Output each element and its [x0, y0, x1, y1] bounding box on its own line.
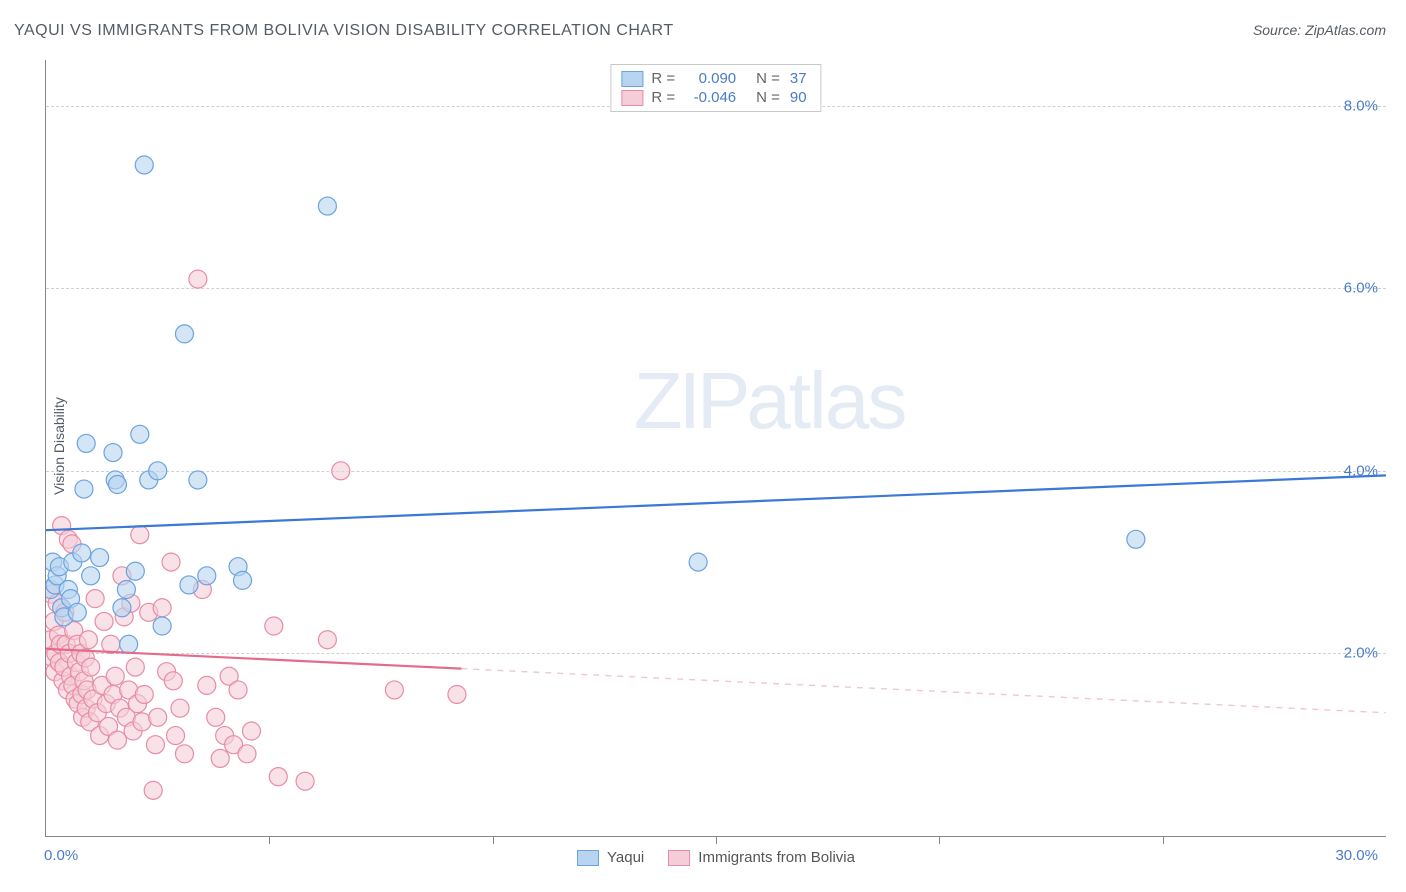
trend-line [461, 669, 1386, 713]
swatch-icon [577, 850, 599, 866]
data-point [144, 781, 162, 799]
data-point [229, 681, 247, 699]
data-point [108, 731, 126, 749]
scatter-svg [46, 60, 1386, 836]
data-point [135, 685, 153, 703]
data-point [82, 658, 100, 676]
series-legend: Yaqui Immigrants from Bolivia [577, 849, 855, 866]
data-point [73, 544, 91, 562]
chart-container: YAQUI VS IMMIGRANTS FROM BOLIVIA VISION … [0, 0, 1406, 892]
x-axis-start-label: 0.0% [44, 847, 78, 864]
data-point [167, 727, 185, 745]
x-tick [716, 836, 717, 844]
data-point [269, 768, 287, 786]
data-point [79, 631, 97, 649]
data-point [104, 444, 122, 462]
data-point [120, 635, 138, 653]
data-point [108, 476, 126, 494]
x-tick [269, 836, 270, 844]
plot-area: ZIPatlas R = 0.090 N = 37 R = -0.046 N =… [45, 60, 1386, 837]
data-point [242, 722, 260, 740]
data-point [153, 617, 171, 635]
swatch-icon [621, 90, 643, 106]
data-point [207, 708, 225, 726]
data-point [68, 603, 86, 621]
data-point [175, 745, 193, 763]
data-point [153, 599, 171, 617]
trend-line [46, 475, 1386, 530]
data-point [318, 631, 336, 649]
data-point [95, 612, 113, 630]
swatch-icon [668, 850, 690, 866]
data-point [198, 567, 216, 585]
data-point [117, 581, 135, 599]
data-point [164, 672, 182, 690]
data-point [131, 425, 149, 443]
data-point [149, 462, 167, 480]
data-point [126, 658, 144, 676]
x-tick [1163, 836, 1164, 844]
data-point [106, 667, 124, 685]
data-point [131, 526, 149, 544]
data-point [180, 576, 198, 594]
x-tick [939, 836, 940, 844]
data-point [296, 772, 314, 790]
data-point [149, 708, 167, 726]
data-point [265, 617, 283, 635]
data-point [238, 745, 256, 763]
data-point [189, 471, 207, 489]
data-point [146, 736, 164, 754]
data-point [126, 562, 144, 580]
data-point [175, 325, 193, 343]
data-point [189, 270, 207, 288]
data-point [689, 553, 707, 571]
x-tick [493, 836, 494, 844]
data-point [211, 749, 229, 767]
data-point [198, 676, 216, 694]
data-point [86, 590, 104, 608]
trend-line [46, 649, 461, 669]
source-attribution: Source: ZipAtlas.com [1253, 22, 1386, 38]
data-point [91, 549, 109, 567]
data-point [385, 681, 403, 699]
data-point [162, 553, 180, 571]
chart-title: YAQUI VS IMMIGRANTS FROM BOLIVIA VISION … [14, 22, 674, 40]
legend-item-yaqui: Yaqui [577, 849, 644, 866]
data-point [135, 156, 153, 174]
data-point [234, 571, 252, 589]
data-point [77, 434, 95, 452]
data-point [113, 599, 131, 617]
data-point [318, 197, 336, 215]
legend-item-bolivia: Immigrants from Bolivia [668, 849, 855, 866]
data-point [75, 480, 93, 498]
legend-row-yaqui: R = 0.090 N = 37 [621, 69, 806, 88]
data-point [332, 462, 350, 480]
correlation-legend: R = 0.090 N = 37 R = -0.046 N = 90 [610, 64, 821, 112]
data-point [448, 685, 466, 703]
data-point [1127, 530, 1145, 548]
swatch-icon [621, 71, 643, 87]
data-point [171, 699, 189, 717]
data-point [82, 567, 100, 585]
legend-row-bolivia: R = -0.046 N = 90 [621, 88, 806, 107]
x-axis-end-label: 30.0% [1335, 847, 1378, 864]
